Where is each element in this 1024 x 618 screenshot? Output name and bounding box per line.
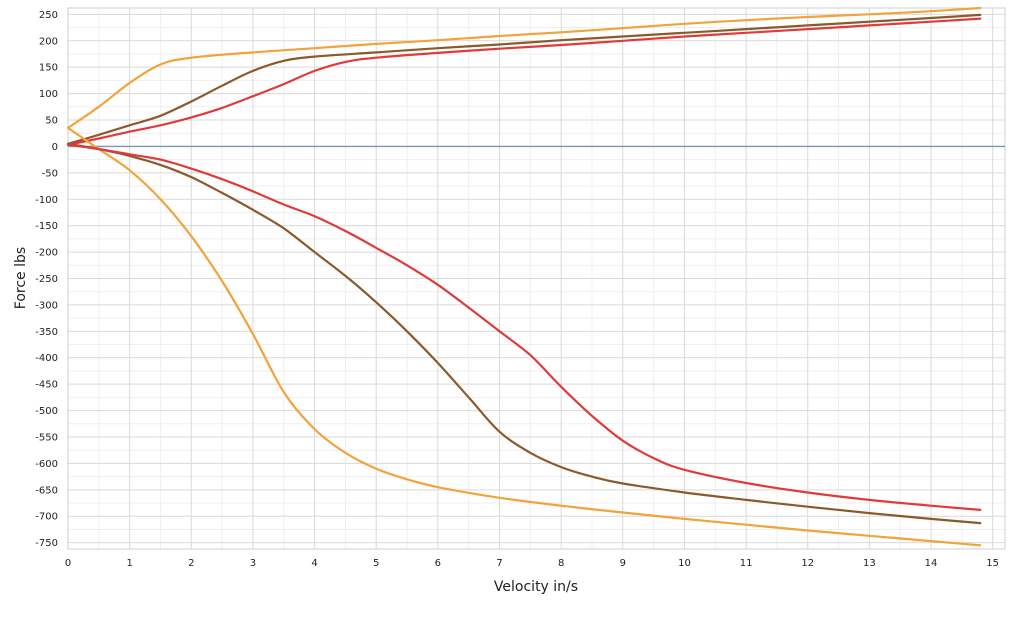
x-tick-label: 9 <box>620 558 626 569</box>
y-tick-label: -750 <box>35 538 58 549</box>
y-tick-label: -350 <box>35 327 58 338</box>
y-tick-label: -600 <box>35 459 58 470</box>
x-tick-label: 1 <box>126 558 132 569</box>
series-line-1 <box>66 6 982 129</box>
x-tick-label: 4 <box>311 558 317 569</box>
x-tick-label: 8 <box>558 558 564 569</box>
y-tick-label: 250 <box>39 10 58 21</box>
series-group <box>66 6 982 547</box>
x-tick-label: 12 <box>801 558 814 569</box>
y-tick-label: -550 <box>35 432 58 443</box>
x-tick-label: 13 <box>863 558 876 569</box>
series-line-2 <box>66 13 982 145</box>
x-tick-label: 15 <box>986 558 999 569</box>
y-tick-label: 150 <box>39 63 58 74</box>
y-tick-label: -300 <box>35 300 58 311</box>
x-tick-label: 11 <box>740 558 753 569</box>
plot-area-border <box>67 7 1006 550</box>
y-tick-label: 50 <box>45 116 58 127</box>
x-tick-label: 3 <box>250 558 256 569</box>
y-tick-label: 100 <box>39 89 58 100</box>
x-tick-labels: 0 1 2 3 4 5 6 7 8 9 10 11 12 13 14 15 <box>65 558 999 569</box>
series-line-5 <box>66 142 982 525</box>
x-tick-label: 14 <box>925 558 938 569</box>
y-tick-label: -100 <box>35 195 58 206</box>
x-tick-label: 10 <box>678 558 691 569</box>
y-tick-label: -50 <box>42 168 58 179</box>
y-tick-label: -700 <box>35 512 58 523</box>
y-tick-label: -450 <box>35 380 58 391</box>
y-tick-label: -150 <box>35 221 58 232</box>
x-axis-title: Velocity in/s <box>494 579 578 595</box>
y-tick-label: -650 <box>35 485 58 496</box>
x-tick-label: 2 <box>188 558 194 569</box>
series-line-4 <box>66 126 982 547</box>
series-line-6 <box>66 143 982 511</box>
y-tick-label: -400 <box>35 353 58 364</box>
y-tick-label: 200 <box>39 36 58 47</box>
y-axis-title: Force lbs <box>13 247 29 309</box>
y-tick-label: -200 <box>35 248 58 259</box>
y-tick-label: 0 <box>52 142 58 153</box>
y-tick-label: -250 <box>35 274 58 285</box>
series-line-3 <box>66 17 982 146</box>
y-tick-labels: 250 200 150 100 50 0 -50 -100 -150 -200 -250 -300 -3… <box>35 10 58 549</box>
x-tick-label: 0 <box>65 558 71 569</box>
x-tick-label: 6 <box>435 558 441 569</box>
x-tick-label: 7 <box>496 558 502 569</box>
major-gridlines <box>67 8 1005 549</box>
y-tick-label: -500 <box>35 406 58 417</box>
x-tick-label: 5 <box>373 558 379 569</box>
